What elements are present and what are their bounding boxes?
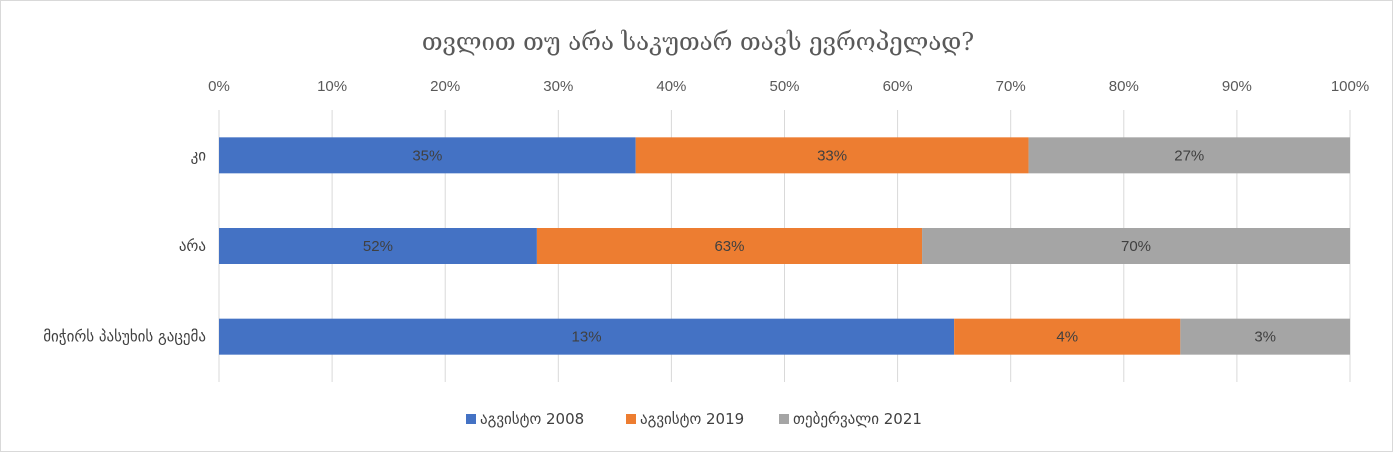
- bar-segment: [219, 137, 636, 174]
- data-label: 3%: [1254, 329, 1276, 346]
- x-tick-label: 10%: [317, 78, 347, 95]
- bar-segment: [536, 228, 923, 264]
- bar-segment: [635, 137, 1029, 174]
- bar-segment: [922, 228, 1350, 264]
- bar-segment: [219, 228, 537, 264]
- x-tick-label: 30%: [543, 78, 573, 95]
- legend-swatch: [626, 414, 636, 424]
- bar-segment: [1180, 318, 1350, 355]
- x-tick-label: 80%: [1109, 78, 1139, 95]
- x-tick-label: 50%: [769, 78, 799, 95]
- category-label: კი: [191, 146, 207, 164]
- bars: [219, 137, 1350, 355]
- bar-segment: [219, 318, 955, 355]
- x-tick-label: 0%: [208, 78, 230, 95]
- bar-segment: [954, 318, 1181, 355]
- category-label: მიჭირს პასუხის გაცემა: [43, 328, 206, 346]
- category-label: არა: [179, 237, 206, 255]
- x-tick-label: 70%: [996, 78, 1026, 95]
- data-label: 52%: [363, 238, 393, 255]
- legend-swatch: [779, 414, 789, 424]
- bar-segment: [1028, 137, 1350, 174]
- x-tick-label: 20%: [430, 78, 460, 95]
- data-label: 13%: [572, 329, 602, 346]
- data-label: 4%: [1056, 329, 1078, 346]
- data-label: 33%: [817, 147, 847, 164]
- x-tick-label: 90%: [1222, 78, 1252, 95]
- data-label: 70%: [1121, 238, 1151, 255]
- x-tick-label: 40%: [656, 78, 686, 95]
- data-label: 27%: [1174, 147, 1204, 164]
- data-labels: 35% 33% 27% 52% 63% 70% 13% 4% 3%: [363, 147, 1276, 345]
- legend-label: აგვისტო 2008: [480, 410, 584, 428]
- legend-label: თებერვალი 2021: [793, 410, 922, 428]
- category-labels: კი არა მიჭირს პასუხის გაცემა: [43, 146, 206, 345]
- x-axis-ticks: 0% 10% 20% 30% 40% 50% 60% 70% 80% 90% 100%: [208, 78, 1369, 95]
- legend-label: აგვისტო 2019: [640, 410, 744, 428]
- chart-title: თვლით თუ არა საკუთარ თავს ევროპელად?: [422, 28, 974, 56]
- data-label: 35%: [412, 147, 442, 164]
- x-tick-label: 100%: [1331, 78, 1369, 95]
- data-label: 63%: [714, 238, 744, 255]
- x-tick-label: 60%: [883, 78, 913, 95]
- legend: აგვისტო 2008 აგვისტო 2019 თებერვალი 2021: [466, 410, 922, 428]
- legend-swatch: [466, 414, 476, 424]
